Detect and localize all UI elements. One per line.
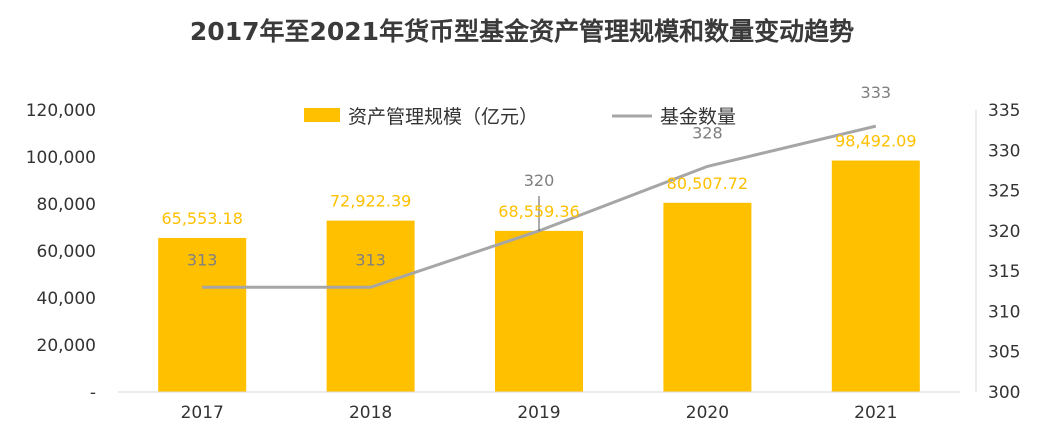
line-data-label: 333 <box>861 83 892 102</box>
line-layer <box>202 124 877 289</box>
right-tick-label: 310 <box>988 302 1020 322</box>
right-tick-label: 335 <box>988 101 1020 121</box>
right-tick-label: 305 <box>988 343 1020 363</box>
bar-2017 <box>158 237 247 392</box>
left-tick-label: 20,000 <box>37 336 96 356</box>
legend-label-bar: 资产管理规模（亿元） <box>348 106 538 128</box>
legend: 资产管理规模（亿元） 基金数量 <box>304 106 736 128</box>
bar-2021 <box>831 160 920 392</box>
bar-data-label: 80,507.72 <box>667 174 748 193</box>
left-tick-label: 120,000 <box>26 101 96 121</box>
x-tick-label: 2021 <box>854 403 897 423</box>
bars-layer <box>158 160 920 392</box>
x-tick-label: 2020 <box>686 403 729 423</box>
right-tick-label: 330 <box>988 141 1020 161</box>
right-tick-label: 320 <box>988 222 1020 242</box>
left-tick-label: - <box>90 383 96 403</box>
bar-2019 <box>495 230 583 392</box>
line-data-label: 328 <box>692 123 723 142</box>
x-tick-label: 2019 <box>517 403 560 423</box>
right-tick-label: 325 <box>988 182 1020 202</box>
bar-2020 <box>663 202 752 392</box>
bar-data-label: 72,922.39 <box>330 192 411 211</box>
bar-2018 <box>326 220 415 392</box>
labels-layer: 65,553.18 72,922.39 68,559.36 80,507.72 98,4… <box>161 83 916 269</box>
legend-swatch-bar <box>304 108 340 122</box>
line-data-label: 313 <box>355 250 386 269</box>
left-tick-label: 80,000 <box>37 195 96 215</box>
right-tick-label: 315 <box>988 262 1020 282</box>
chart-title: 2017年至2021年货币型基金资产管理规模和数量变动趋势 <box>189 17 855 46</box>
bar-data-label: 65,553.18 <box>161 209 242 228</box>
bar-data-label: 98,492.09 <box>835 132 916 151</box>
bar-data-label: 68,559.36 <box>498 202 579 221</box>
axes-layer: - 20,000 40,000 60,000 80,000 100,000 120,000 3… <box>26 101 1021 423</box>
x-tick-label: 2018 <box>349 403 392 423</box>
right-tick-label: 300 <box>988 383 1020 403</box>
line-data-label: 320 <box>524 171 555 190</box>
left-tick-label: 40,000 <box>37 289 96 309</box>
left-tick-label: 100,000 <box>26 148 96 168</box>
legend-label-line: 基金数量 <box>660 106 736 128</box>
line-data-label: 313 <box>187 250 218 269</box>
x-tick-label: 2017 <box>181 403 224 423</box>
left-tick-label: 60,000 <box>37 242 96 262</box>
